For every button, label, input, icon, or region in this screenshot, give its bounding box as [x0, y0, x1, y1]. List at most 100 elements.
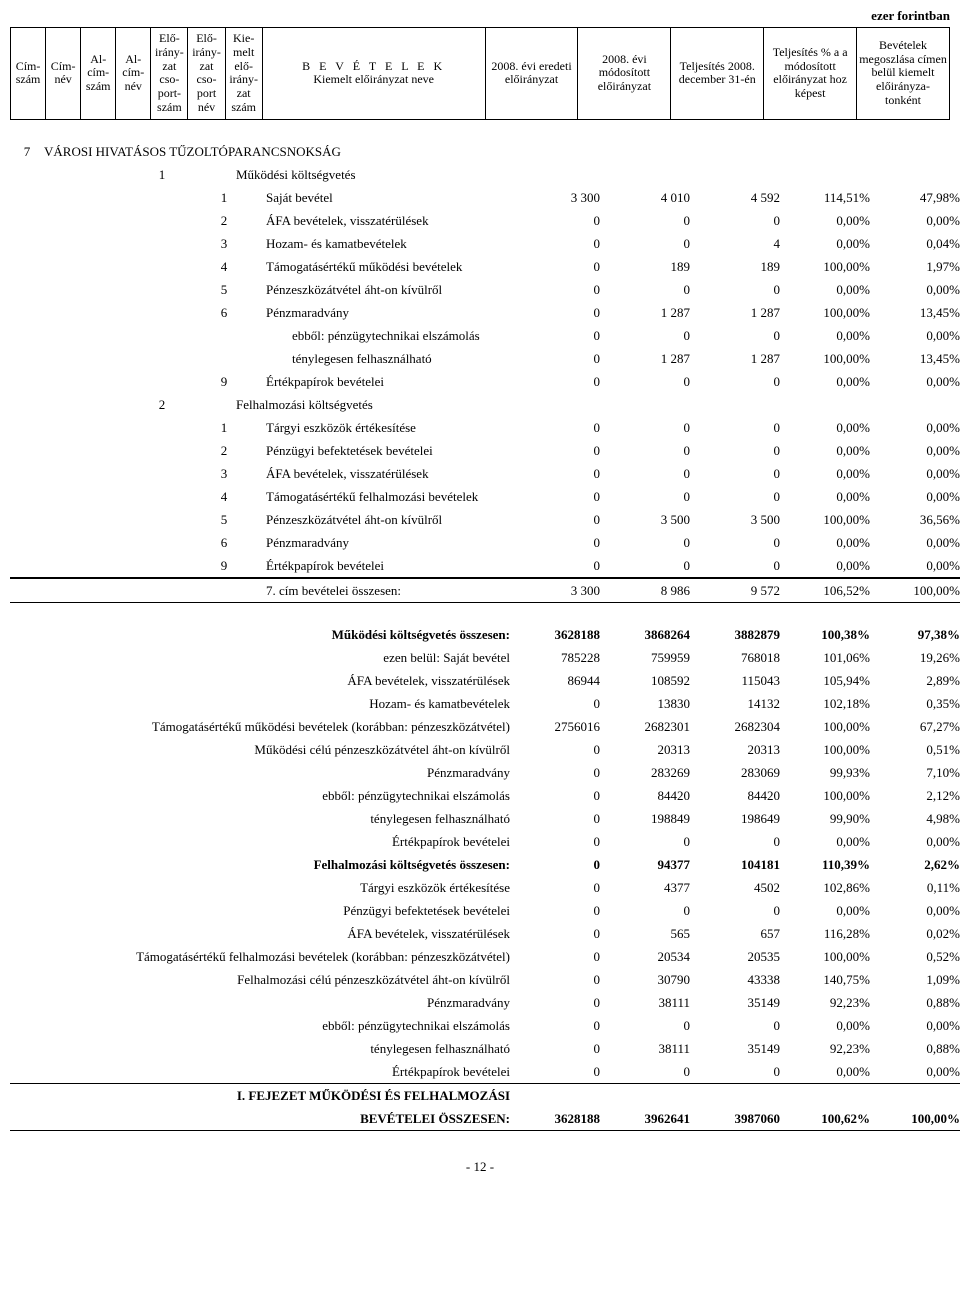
section-title: VÁROSI HIVATÁSOS TŰZOLTÓPARANCSNOKSÁG — [44, 140, 960, 163]
value-cell: 0 — [516, 899, 606, 922]
value-cell: 0,00% — [876, 899, 960, 922]
group-title: Felhalmozási költségvetés — [236, 393, 516, 416]
row-index: 3 — [212, 462, 236, 485]
row-index: 5 — [212, 278, 236, 301]
hdr-c3: Al-cím-szám — [81, 28, 116, 120]
value-cell: 35149 — [696, 991, 786, 1014]
row-label: Pénzügyi befektetések bevételei — [236, 439, 516, 462]
row-label: Támogatásértékű felhalmozási bevételek — [236, 485, 516, 508]
value-cell: 38111 — [606, 991, 696, 1014]
value-cell: 0 — [516, 876, 606, 899]
hdr-c4: Al-cím-név — [116, 28, 151, 120]
value-cell: 0 — [696, 531, 786, 554]
value-cell: 1 287 — [606, 347, 696, 370]
value-cell: 0 — [516, 991, 606, 1014]
page-footer: - 12 - — [10, 1159, 950, 1175]
value-cell: 106,52% — [786, 578, 876, 603]
group-title: Működési költségvetés — [236, 163, 516, 186]
value-cell: 0 — [606, 209, 696, 232]
summary-label: Felhalmozási célú pénzeszközátvétel áht-… — [10, 968, 516, 991]
summary-label: Felhalmozási költségvetés összesen: — [10, 853, 516, 876]
row-label: Pénzmaradvány — [236, 301, 516, 324]
summary-label: ÁFA bevételek, visszatérülések — [10, 669, 516, 692]
value-cell: 0,00% — [786, 554, 876, 578]
value-cell: 0 — [606, 554, 696, 578]
value-cell: 0,00% — [786, 370, 876, 393]
hdr-c11: Teljesítés 2008. december 31-én — [671, 28, 764, 120]
hdr-c10: 2008. évi módosított előirányzat — [578, 28, 671, 120]
summary-label: ezen belül: Saját bevétel — [10, 646, 516, 669]
value-cell: 100,00% — [786, 347, 876, 370]
value-cell: 0 — [696, 554, 786, 578]
value-cell: 13830 — [606, 692, 696, 715]
value-cell: 38111 — [606, 1037, 696, 1060]
row-label: Pénzmaradvány — [236, 531, 516, 554]
value-cell: 0,88% — [876, 1037, 960, 1060]
value-cell: 0,00% — [876, 1060, 960, 1084]
value-cell: 4377 — [606, 876, 696, 899]
value-cell: 20534 — [606, 945, 696, 968]
value-cell: 0,00% — [786, 485, 876, 508]
value-cell: 0,00% — [786, 830, 876, 853]
summary-label: Támogatásértékű felhalmozási bevételek (… — [10, 945, 516, 968]
value-cell: 0 — [696, 439, 786, 462]
value-cell: 14132 — [696, 692, 786, 715]
value-cell: 0 — [696, 899, 786, 922]
value-cell: 0 — [696, 830, 786, 853]
value-cell: 30790 — [606, 968, 696, 991]
value-cell: 0 — [516, 485, 606, 508]
value-cell: 0,02% — [876, 922, 960, 945]
value-cell: 0,00% — [876, 462, 960, 485]
value-cell: 0 — [516, 807, 606, 830]
value-cell: 0 — [516, 531, 606, 554]
row-label: Értékpapírok bevételei — [236, 554, 516, 578]
value-cell: 0 — [696, 324, 786, 347]
value-cell: 0,00% — [786, 209, 876, 232]
row-label: ebből: pénzügytechnikai elszámolás — [236, 324, 516, 347]
value-cell: 0 — [606, 439, 696, 462]
row-index: 4 — [212, 485, 236, 508]
value-cell: 0,00% — [786, 232, 876, 255]
value-cell: 0 — [516, 416, 606, 439]
value-cell: 1 287 — [696, 347, 786, 370]
value-cell: 3 500 — [606, 508, 696, 531]
summary-label: ebből: pénzügytechnikai elszámolás — [10, 1014, 516, 1037]
value-cell: 100,00% — [786, 301, 876, 324]
value-cell: 0,00% — [876, 1014, 960, 1037]
value-cell: 3 500 — [696, 508, 786, 531]
value-cell: 100,00% — [786, 255, 876, 278]
value-cell: 0,35% — [876, 692, 960, 715]
value-cell: 108592 — [606, 669, 696, 692]
hdr-c8: B E V É T E L E K Kiemelt előirányzat ne… — [262, 28, 485, 120]
value-cell: 565 — [606, 922, 696, 945]
value-cell: 104181 — [696, 853, 786, 876]
summary-label: ténylegesen felhasználható — [10, 807, 516, 830]
value-cell: 0 — [516, 347, 606, 370]
value-cell: 0,00% — [786, 899, 876, 922]
value-cell: 0 — [606, 416, 696, 439]
summary-label: Értékpapírok bevételei — [10, 830, 516, 853]
value-cell: 13,45% — [876, 347, 960, 370]
value-cell: 0,00% — [876, 324, 960, 347]
value-cell: 8 986 — [606, 578, 696, 603]
value-cell: 0 — [516, 692, 606, 715]
value-cell: 0 — [696, 1060, 786, 1084]
value-cell: 92,23% — [786, 1037, 876, 1060]
value-cell: 0,88% — [876, 991, 960, 1014]
value-cell: 0 — [606, 485, 696, 508]
value-cell: 0 — [696, 209, 786, 232]
value-cell: 2,62% — [876, 853, 960, 876]
value-cell: 84420 — [606, 784, 696, 807]
value-cell: 785228 — [516, 646, 606, 669]
grand-label-2: BEVÉTELEI ÖSSZESEN: — [10, 1107, 516, 1131]
value-cell: 116,28% — [786, 922, 876, 945]
row-label: ténylegesen felhasználható — [236, 347, 516, 370]
value-cell: 0,00% — [876, 531, 960, 554]
value-cell: 0,00% — [786, 531, 876, 554]
value-cell: 0 — [606, 830, 696, 853]
row-index: 9 — [212, 554, 236, 578]
value-cell: 20313 — [606, 738, 696, 761]
value-cell: 0 — [516, 255, 606, 278]
value-cell: 3 300 — [516, 186, 606, 209]
row-label: ÁFA bevételek, visszatérülések — [236, 462, 516, 485]
